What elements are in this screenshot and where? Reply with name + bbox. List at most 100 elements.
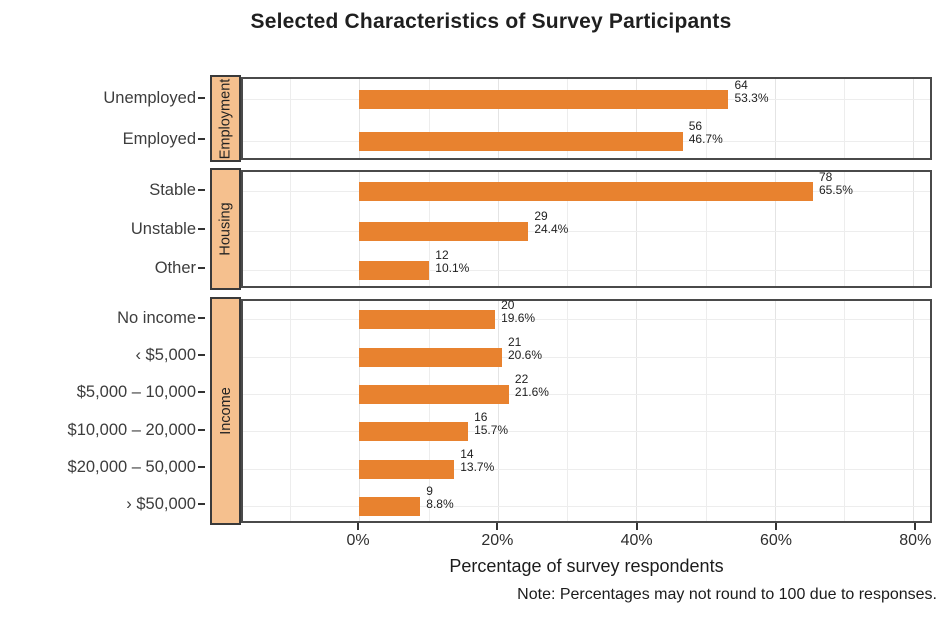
category-label: $20,000 – 50,000 — [67, 458, 196, 476]
bar-count: 21 — [508, 335, 522, 349]
bar-value-label: 56 46.7% — [689, 120, 723, 146]
gridline-vertical — [705, 301, 707, 521]
bar-count: 56 — [688, 119, 703, 134]
bar-value-label: 16 15.7% — [474, 409, 509, 437]
category-label: Employed — [122, 130, 196, 149]
bar-percent: 21.6% — [514, 385, 549, 400]
y-axis-tick — [198, 466, 205, 468]
gridline-horizontal — [243, 393, 930, 395]
bar-percent: 24.4% — [534, 222, 569, 236]
y-axis-tick — [198, 228, 205, 230]
gridline-horizontal — [243, 505, 930, 507]
bar-count: 78 — [818, 169, 833, 184]
x-axis-tick — [914, 523, 917, 530]
bar — [359, 221, 529, 241]
x-axis-tick — [635, 523, 638, 530]
footnote: Note: Percentages may not round to 100 d… — [517, 586, 937, 603]
facet-panel-employment: 64 53.3% 56 46.7% — [241, 77, 932, 160]
x-axis-tick-label: 40% — [620, 532, 653, 549]
gridline-vertical — [567, 301, 569, 521]
gridline-vertical — [774, 172, 776, 286]
x-axis-tick — [496, 523, 499, 530]
y-axis-tick — [198, 503, 205, 506]
category-label: Unstable — [130, 220, 196, 238]
gridline-horizontal — [243, 356, 930, 358]
bar-count: 16 — [474, 409, 488, 424]
gridline-vertical — [567, 172, 569, 286]
bar-percent: 15.7% — [474, 422, 509, 437]
y-axis-tick — [198, 354, 205, 356]
chart-title: Selected Characteristics of Survey Parti… — [250, 10, 732, 33]
gridline-horizontal — [243, 269, 930, 271]
gridline-vertical — [636, 172, 638, 286]
bar-percent: 53.3% — [734, 90, 769, 105]
bar-count: 22 — [514, 372, 529, 387]
bar-count: 64 — [734, 77, 748, 92]
bar-value-label: 21 20.6% — [508, 336, 542, 362]
gridline-horizontal — [243, 468, 930, 470]
y-axis-tick — [198, 138, 205, 141]
facet-strip-label: Income — [217, 387, 234, 435]
bar-percent: 65.5% — [818, 182, 853, 197]
x-axis-tick-label: 60% — [759, 532, 792, 549]
facet-panel-housing: 78 65.5% 29 24.4% 12 10.1% — [241, 170, 932, 288]
facet-strip-housing: Housing — [210, 168, 241, 290]
x-axis-tick-label: 20% — [481, 532, 514, 549]
y-axis-tick — [198, 188, 205, 191]
facet-strip-label: Employment — [217, 78, 234, 159]
category-label: $5,000 – 10,000 — [76, 383, 196, 402]
gridline-vertical — [428, 301, 430, 521]
facet-strip-employment: Employment — [210, 75, 241, 162]
y-axis-tick — [198, 428, 205, 431]
gridline-vertical — [844, 301, 846, 521]
category-label: No income — [117, 308, 196, 327]
bar-percent: 20.6% — [508, 348, 543, 362]
x-axis-tick — [357, 523, 360, 530]
gridline-vertical — [913, 172, 915, 286]
bar — [359, 422, 469, 442]
bar-count: 29 — [534, 209, 548, 223]
x-axis-tick-label: 0% — [346, 532, 370, 549]
gridline-horizontal — [243, 319, 930, 321]
bar-percent: 8.8% — [426, 497, 454, 512]
bar — [359, 260, 430, 280]
bar-value-label: 22 21.6% — [515, 373, 549, 399]
gridline-vertical — [290, 301, 292, 521]
bar-percent: 46.7% — [688, 132, 723, 147]
bar-count: 14 — [460, 447, 474, 461]
gridline-vertical — [497, 79, 499, 158]
y-axis-tick — [198, 316, 205, 319]
category-label: Stable — [149, 180, 196, 199]
bar — [359, 131, 683, 151]
bar-percent: 19.6% — [501, 310, 536, 325]
gridline-vertical — [290, 172, 292, 286]
gridline-vertical — [567, 79, 569, 158]
bar-value-label: 29 24.4% — [534, 210, 568, 236]
category-label: $10,000 – 20,000 — [67, 420, 196, 439]
bar-value-label: 64 53.3% — [734, 77, 769, 105]
bar-value-label: 9 8.8% — [426, 485, 453, 511]
bar-value-label: 12 10.1% — [435, 249, 469, 275]
gridline-vertical — [359, 301, 361, 521]
facet-strip-label: Housing — [217, 202, 234, 256]
gridline-vertical — [497, 301, 499, 521]
facet-strip-income: Income — [210, 297, 241, 525]
bar-count: 12 — [435, 248, 449, 263]
bar-percent: 13.7% — [460, 460, 495, 474]
bar-value-label: 78 65.5% — [818, 169, 853, 197]
bar — [359, 347, 502, 367]
x-axis-tick-label: 80% — [899, 532, 932, 549]
bar-percent: 10.1% — [435, 261, 470, 276]
bar — [359, 459, 455, 479]
gridline-vertical — [636, 79, 638, 158]
gridline-vertical — [844, 79, 846, 158]
bar — [359, 182, 813, 202]
bar-value-label: 14 13.7% — [460, 448, 494, 474]
bar — [359, 384, 509, 404]
y-axis-tick — [198, 267, 205, 270]
gridline-horizontal — [243, 431, 930, 433]
gridline-vertical — [774, 301, 776, 521]
gridline-vertical — [359, 79, 361, 158]
x-axis-tick — [774, 523, 777, 530]
bar-value-label: 20 19.6% — [501, 298, 536, 325]
